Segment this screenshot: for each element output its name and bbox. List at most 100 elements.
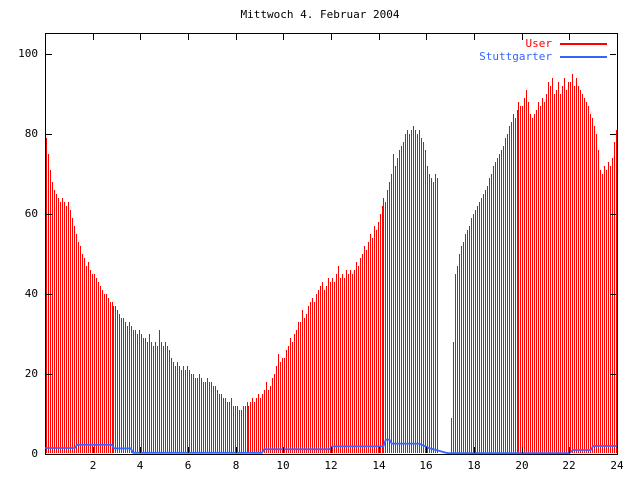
tick-mark (188, 447, 189, 453)
user-bar (360, 258, 361, 453)
user-bar (407, 130, 408, 453)
user-bar (391, 174, 392, 453)
user-bar (256, 398, 257, 453)
x-tick-label: 14 (372, 459, 386, 472)
user-bar (161, 342, 162, 453)
user-bar (336, 274, 337, 453)
user-bar (106, 294, 107, 453)
tick-mark (188, 34, 189, 40)
user-bar (576, 78, 577, 453)
y-tick-label: 100 (18, 47, 38, 60)
tick-mark (426, 34, 427, 40)
x-tick-label: 12 (324, 459, 338, 472)
user-bar (58, 198, 59, 453)
user-bar (219, 394, 220, 453)
user-bar (538, 102, 539, 453)
user-bar (560, 94, 561, 453)
user-bar (584, 98, 585, 453)
user-bar (616, 130, 617, 453)
user-bar (493, 166, 494, 453)
user-bar (562, 86, 563, 453)
tick-mark (283, 34, 284, 40)
user-bar (415, 130, 416, 453)
user-bar (497, 158, 498, 453)
user-bar (123, 318, 124, 453)
user-bar (98, 282, 99, 453)
x-tick-label: 10 (276, 459, 290, 472)
tick-mark (46, 134, 52, 135)
x-tick-label: 22 (562, 459, 576, 472)
user-bar (147, 342, 148, 453)
user-bar (248, 406, 249, 453)
user-bar (237, 406, 238, 453)
user-bar (94, 274, 95, 453)
tick-mark (569, 447, 570, 453)
user-bar (266, 382, 267, 453)
user-bar (189, 370, 190, 453)
user-bar (86, 266, 87, 453)
user-bar (74, 226, 75, 453)
user-bar (608, 162, 609, 453)
user-bar (507, 134, 508, 453)
user-bar (610, 166, 611, 453)
user-bar (425, 150, 426, 453)
y-tick-label: 20 (24, 367, 38, 380)
user-bar (481, 198, 482, 453)
user-bar (177, 362, 178, 453)
user-bar (80, 246, 81, 453)
user-bar (88, 262, 89, 453)
user-bar (52, 182, 53, 453)
user-bar (606, 170, 607, 453)
user-bar (306, 314, 307, 453)
user-bar (546, 94, 547, 453)
user-bar (139, 330, 140, 453)
user-bar (294, 334, 295, 453)
user-bar (423, 142, 424, 453)
user-bar (332, 278, 333, 453)
user-bar (282, 358, 283, 453)
user-bar (280, 362, 281, 453)
user-bar (540, 106, 541, 453)
tick-mark (93, 447, 94, 453)
user-bar (320, 286, 321, 453)
user-bar (324, 290, 325, 453)
user-bar (235, 406, 236, 453)
chart-title: Mittwoch 4. Februar 2004 (240, 8, 400, 21)
tick-mark (474, 447, 475, 453)
user-bar (356, 262, 357, 453)
user-bar (328, 278, 329, 453)
user-bar (344, 278, 345, 453)
user-bar (225, 398, 226, 453)
user-bar (358, 266, 359, 453)
user-bar (211, 382, 212, 453)
user-bar (334, 282, 335, 453)
user-bar (314, 302, 315, 453)
user-bar (300, 322, 301, 453)
tick-mark (379, 34, 380, 40)
x-tick-label: 2 (89, 459, 97, 472)
user-bar (518, 102, 519, 453)
user-bar (350, 270, 351, 453)
user-bar (495, 162, 496, 453)
plot-area (45, 33, 618, 455)
user-bar (524, 98, 525, 453)
user-bar (133, 330, 134, 453)
legend-label-user: User (525, 37, 553, 50)
user-bar (131, 326, 132, 453)
user-bar (598, 150, 599, 453)
user-bar (310, 302, 311, 453)
user-bar (451, 418, 452, 453)
user-bar (231, 398, 232, 453)
user-bar (64, 202, 65, 453)
user-bar (60, 202, 61, 453)
user-bar (276, 366, 277, 453)
x-tick-label: 16 (419, 459, 433, 472)
user-bar (403, 142, 404, 453)
user-bar (433, 182, 434, 453)
user-bar (56, 194, 57, 453)
user-bar (96, 278, 97, 453)
user-bar (141, 334, 142, 453)
user-bar (376, 230, 377, 453)
user-bar (366, 250, 367, 453)
